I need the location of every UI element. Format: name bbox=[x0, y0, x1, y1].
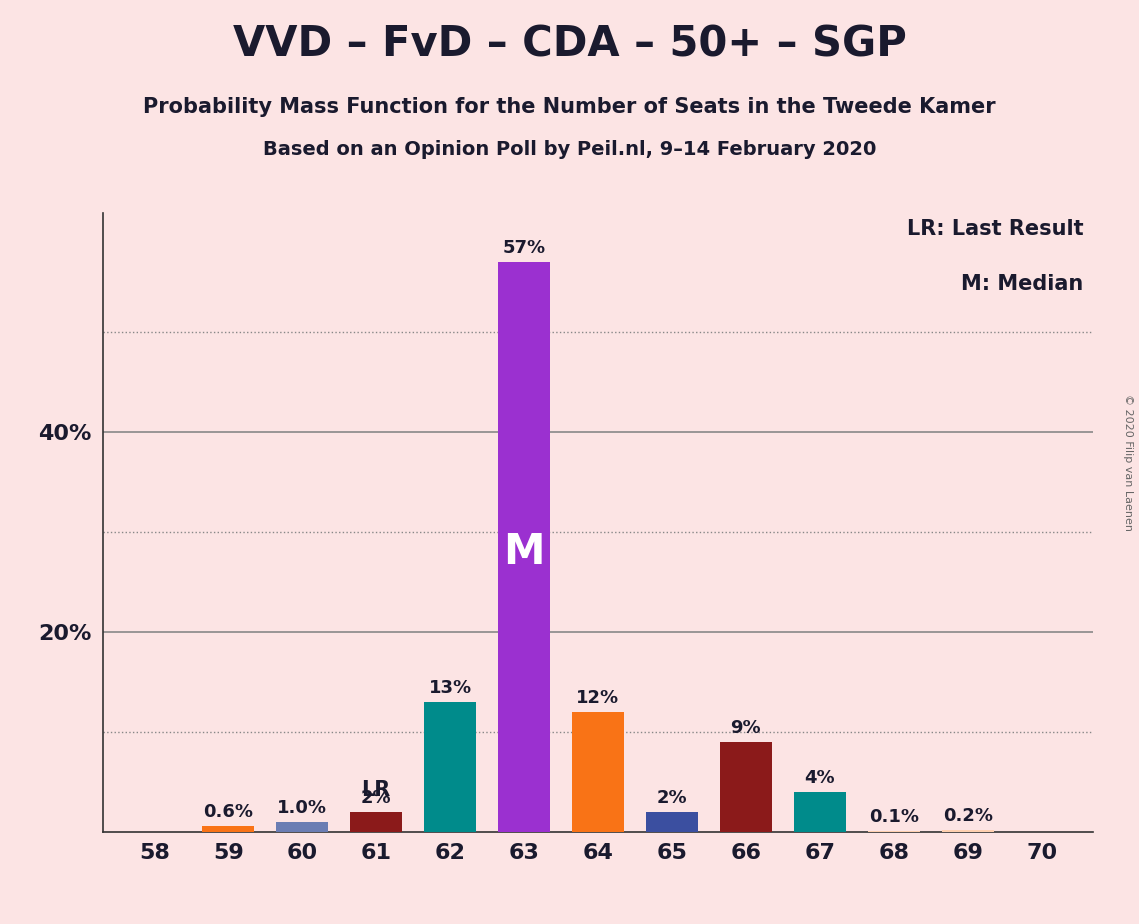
Text: 13%: 13% bbox=[428, 679, 472, 697]
Text: 12%: 12% bbox=[576, 688, 620, 707]
Bar bbox=[277, 821, 328, 832]
Text: © 2020 Filip van Laenen: © 2020 Filip van Laenen bbox=[1123, 394, 1133, 530]
Bar bbox=[720, 742, 772, 832]
Text: Probability Mass Function for the Number of Seats in the Tweede Kamer: Probability Mass Function for the Number… bbox=[144, 97, 995, 117]
Text: 0.2%: 0.2% bbox=[943, 807, 993, 824]
Bar bbox=[498, 262, 550, 832]
Text: LR: LR bbox=[361, 780, 391, 799]
Text: M: Median: M: Median bbox=[961, 274, 1083, 295]
Text: 4%: 4% bbox=[804, 769, 835, 786]
Text: 0.1%: 0.1% bbox=[869, 808, 919, 826]
Bar bbox=[942, 830, 993, 832]
Text: 2%: 2% bbox=[361, 789, 392, 807]
Bar bbox=[572, 711, 624, 832]
Text: 0.6%: 0.6% bbox=[203, 803, 253, 821]
Text: LR: Last Result: LR: Last Result bbox=[907, 219, 1083, 238]
Text: VVD – FvD – CDA – 50+ – SGP: VVD – FvD – CDA – 50+ – SGP bbox=[232, 23, 907, 65]
Text: 57%: 57% bbox=[502, 239, 546, 258]
Text: 1.0%: 1.0% bbox=[277, 798, 327, 817]
Bar bbox=[424, 702, 476, 832]
Bar bbox=[868, 831, 919, 832]
Bar bbox=[646, 811, 698, 832]
Text: M: M bbox=[503, 531, 544, 573]
Text: Based on an Opinion Poll by Peil.nl, 9–14 February 2020: Based on an Opinion Poll by Peil.nl, 9–1… bbox=[263, 140, 876, 160]
Text: 2%: 2% bbox=[656, 789, 687, 807]
Bar bbox=[794, 792, 846, 832]
Bar bbox=[351, 811, 402, 832]
Bar bbox=[203, 826, 254, 832]
Text: 9%: 9% bbox=[730, 719, 761, 736]
